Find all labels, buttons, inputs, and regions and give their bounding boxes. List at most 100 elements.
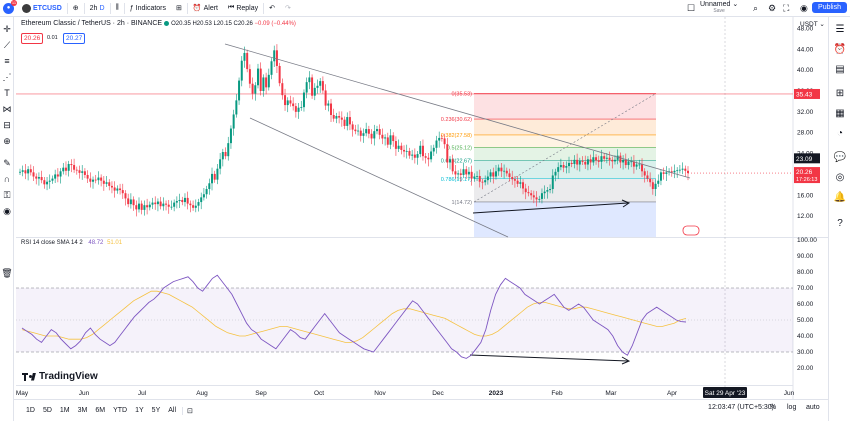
range-5y-button[interactable]: 5Y (151, 407, 161, 414)
candle-body (373, 131, 376, 139)
projection-icon[interactable]: ⋈ (2, 103, 12, 114)
percent-toggle[interactable]: % (770, 404, 777, 411)
candle (381, 128, 384, 145)
layout-templates-button[interactable]: ⊞ (171, 0, 187, 17)
symbol-label[interactable]: ETCUSD (33, 4, 62, 12)
candle (630, 156, 633, 168)
candle-body (378, 129, 381, 135)
streams-icon[interactable]: ◎ (835, 171, 845, 183)
currency-label[interactable]: USDT ⌄ (800, 21, 825, 28)
candle (54, 169, 57, 184)
camera-icon[interactable]: ◉ (800, 3, 808, 13)
range-6m-button[interactable]: 6M (95, 407, 106, 414)
layout-name-button[interactable]: Unnamed ⌄ Save (700, 1, 738, 15)
divergence-arrow-price[interactable] (472, 202, 629, 214)
candle (470, 165, 473, 186)
range-all-button[interactable]: All (168, 407, 177, 414)
interval-button[interactable]: 2h D (85, 0, 110, 17)
candle (511, 170, 514, 185)
text-tool-icon[interactable]: T (4, 88, 10, 98)
channel-lower-line[interactable] (249, 117, 509, 238)
candle-body (175, 201, 178, 203)
range-ytd-button[interactable]: YTD (113, 407, 128, 414)
candle (167, 199, 170, 214)
candle (110, 181, 113, 194)
compare-button[interactable]: ⊕ (68, 0, 84, 17)
ruler-icon[interactable]: ⊟ (3, 119, 11, 130)
candle-body (330, 103, 333, 115)
candle (394, 136, 397, 156)
alert-button[interactable]: ⏰ Alert (188, 0, 223, 17)
notifications-icon[interactable]: 🔔 (833, 191, 847, 203)
candle-body (619, 155, 622, 163)
timezone-button[interactable]: 12:03:47 (UTC+5:30) (708, 404, 774, 411)
candle-body (289, 100, 292, 104)
trend-line-icon[interactable]: ⟋ (3, 39, 11, 50)
chart-grid (16, 17, 828, 399)
candle (465, 166, 468, 179)
buy-price-button[interactable]: 20.27 (63, 33, 86, 44)
redo-button[interactable]: ↷ (280, 0, 296, 17)
log-toggle[interactable]: log (787, 404, 797, 411)
sell-price-button[interactable]: 20.26 (21, 33, 44, 44)
goto-date-button[interactable]: ⊡ (182, 406, 197, 415)
candle-body (35, 176, 38, 179)
publish-button[interactable]: Publish (812, 2, 847, 13)
candle-body (581, 160, 584, 162)
time-tick-label: Jun (79, 390, 90, 397)
range-3m-button[interactable]: 3M (77, 407, 88, 414)
data-window-icon[interactable]: ▤ (835, 63, 845, 75)
magnet-icon[interactable]: ∩ (3, 174, 11, 184)
gear-icon[interactable]: ⚙ (768, 3, 777, 13)
candle-body (595, 157, 598, 161)
candle (221, 148, 224, 167)
time-tick-label: Dec (432, 390, 444, 397)
indicators-button[interactable]: ƒ Indicators (125, 0, 171, 17)
calendar-icon[interactable]: ▦ (835, 107, 845, 119)
fibonacci-retracement[interactable]: 0(35.53) 0.236(30.62) 0.382(27.58) 0.5(25.1… (441, 91, 657, 237)
candle (565, 161, 568, 174)
divergence-arrow-rsi[interactable] (469, 354, 629, 362)
alerts-icon[interactable]: ⏰ (833, 43, 847, 55)
drawings[interactable] (224, 43, 700, 365)
event-marker-icon[interactable] (682, 225, 700, 236)
candle-body (305, 82, 308, 93)
zoom-icon[interactable]: ⊕ (3, 135, 11, 146)
undo-button[interactable]: ↶ (264, 0, 280, 17)
crosshair-icon[interactable]: ✛ (3, 23, 11, 34)
candle (522, 179, 525, 195)
symbol-search[interactable]: ● 11 ETCUSD (0, 0, 67, 17)
help-icon[interactable]: ? (837, 217, 843, 229)
candle (586, 156, 589, 171)
chart-type-button[interactable]: ⫼ (111, 0, 124, 17)
hotlist-icon[interactable]: ⊞ (835, 87, 845, 99)
watchlist-icon[interactable]: ☰ (835, 23, 845, 35)
fullscreen-icon[interactable]: ⛶ (783, 3, 790, 13)
candle-body (316, 85, 319, 88)
rsi-tick-label: 90.00 (797, 253, 814, 260)
brush-icon[interactable]: ✎ (3, 157, 11, 168)
pattern-icon[interactable]: ⋰ (2, 71, 12, 82)
range-1m-button[interactable]: 1M (59, 407, 70, 414)
search-icon[interactable]: ⌕ (753, 3, 759, 13)
chat-icon[interactable]: 💬 (833, 151, 847, 163)
layout-checkbox-icon[interactable]: ☐ (687, 3, 696, 13)
lock-icon[interactable]: ⚿ (3, 189, 11, 200)
ideas-icon[interactable]: ◔ (836, 127, 844, 139)
range-1y-button[interactable]: 1Y (135, 407, 144, 414)
chart-legend: Ethereum Classic / TetherUS · 2h · BINAN… (21, 20, 296, 27)
auto-toggle[interactable]: auto (806, 404, 820, 411)
replay-button[interactable]: ⏮ Replay (223, 0, 263, 17)
candle-body (70, 164, 73, 166)
candle (459, 168, 462, 182)
user-avatar-icon[interactable]: ● 11 (3, 0, 17, 14)
range-1d-button[interactable]: 1D (26, 407, 35, 414)
candle-body (75, 169, 78, 171)
trash-icon[interactable]: 🗑 (1, 267, 13, 278)
tradingview-logo[interactable]: TradingView (22, 371, 98, 382)
horizontal-lines-icon[interactable]: ≡ (4, 56, 10, 66)
channel-upper-line[interactable] (224, 43, 691, 179)
range-5d-button[interactable]: 5D (42, 407, 52, 414)
eye-icon[interactable]: ◉ (3, 205, 11, 216)
